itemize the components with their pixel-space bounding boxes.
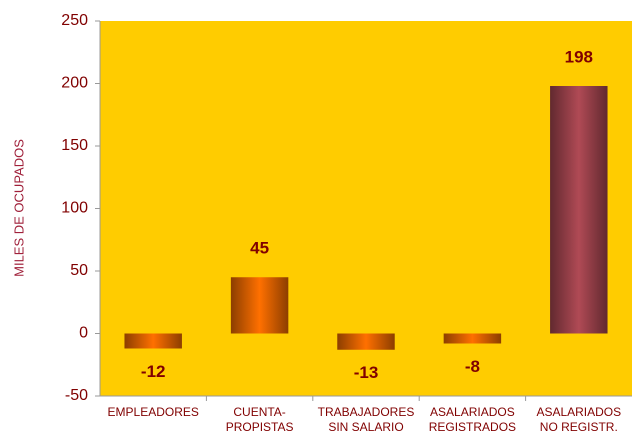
x-tick-label: CUENTA-PROPISTAS [226, 405, 294, 434]
bar [443, 333, 502, 344]
bar [337, 333, 395, 350]
x-tick-label: EMPLEADORES [108, 405, 199, 419]
data-label: -13 [354, 363, 379, 382]
y-axis-label: MILES DE OCUPADOS [11, 139, 26, 277]
x-tick-label: ASALARIADOS NO REGISTR. [536, 405, 621, 434]
data-label: -8 [465, 357, 480, 376]
y-tick-label: 200 [61, 75, 88, 92]
y-tick-label: 100 [61, 200, 88, 217]
bar [230, 277, 289, 334]
data-label: 198 [565, 47, 593, 66]
y-tick-label: 250 [61, 12, 88, 29]
bar [550, 86, 608, 334]
data-label: 45 [250, 239, 269, 258]
x-tick-label: TRABAJADORES SIN SALARIO [318, 405, 415, 434]
y-tick-label: 150 [61, 137, 88, 154]
y-tick-label: -50 [65, 387, 88, 404]
data-label: -12 [141, 362, 166, 381]
bar [124, 333, 182, 349]
y-tick-label: 50 [70, 262, 88, 279]
y-tick-label: 0 [79, 325, 88, 342]
x-tick-label: ASALARIADOS REGISTRADOS [429, 405, 516, 434]
